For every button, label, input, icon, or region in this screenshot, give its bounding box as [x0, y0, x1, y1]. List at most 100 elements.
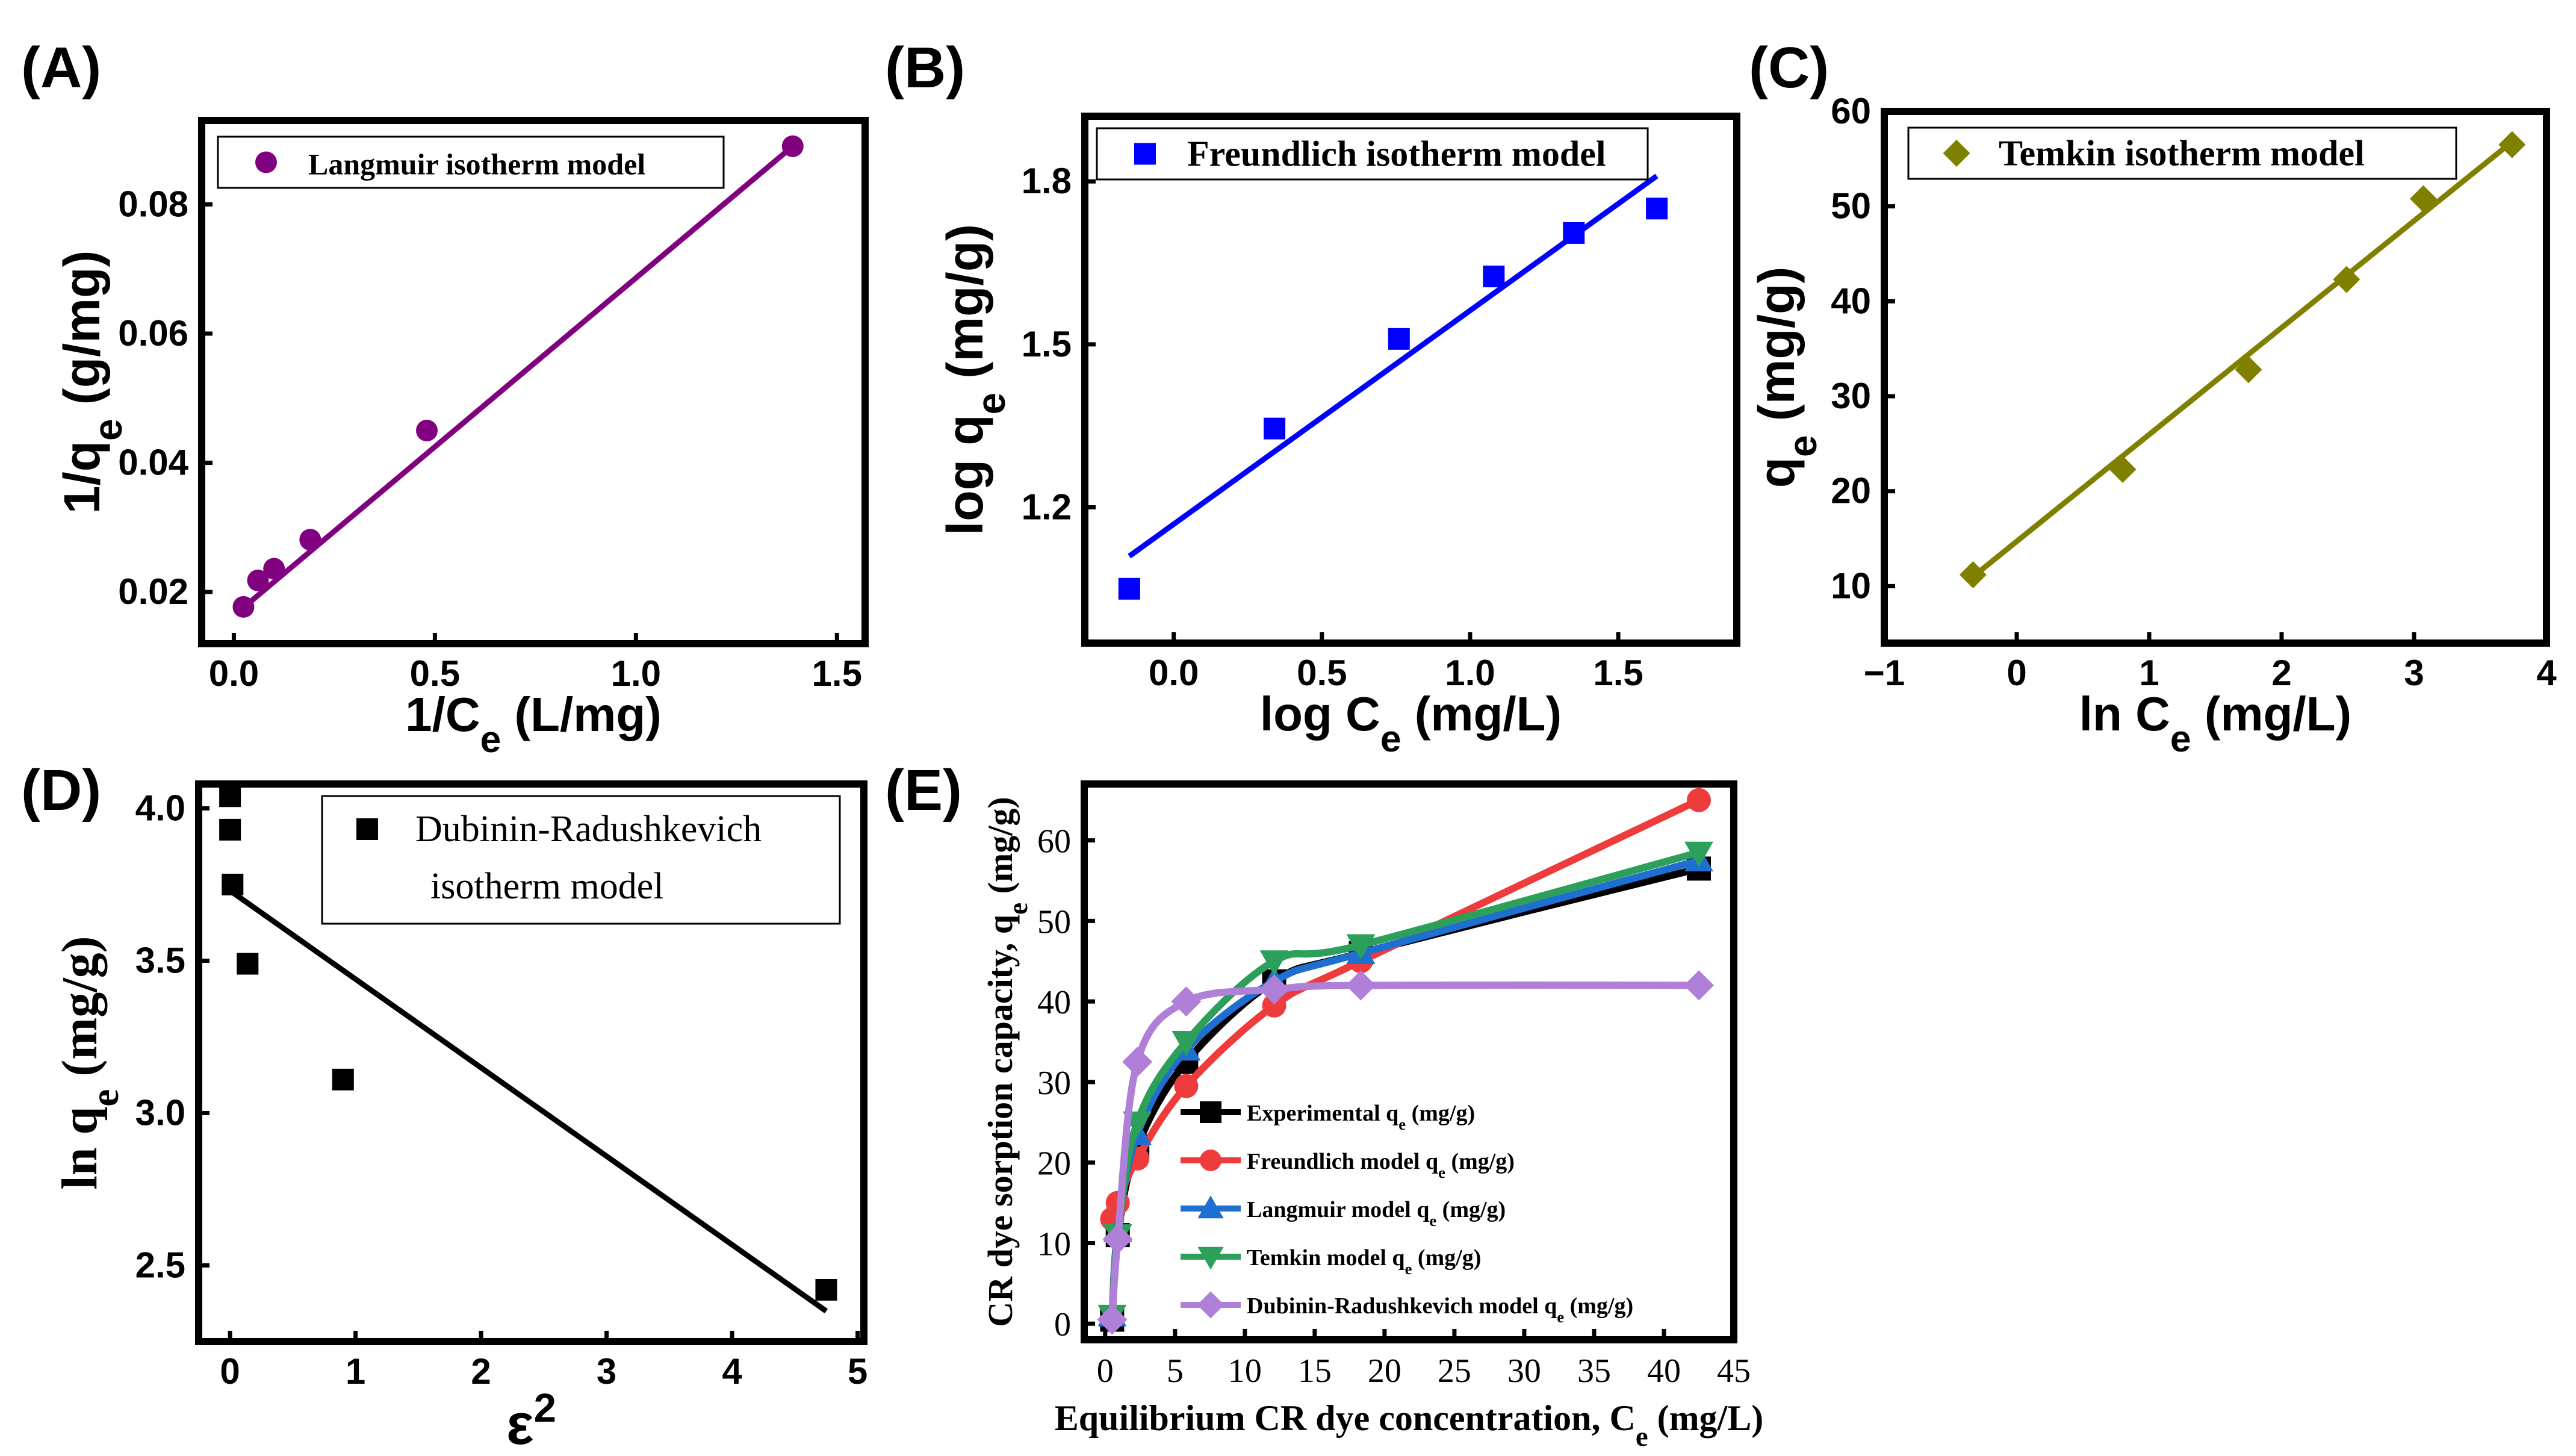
data-point-B	[1118, 577, 1140, 600]
x-tick-label-D: 2	[471, 1351, 491, 1392]
y-tick-label-E: 20	[1037, 1145, 1071, 1183]
y-tick-label-D: 3.5	[135, 940, 185, 980]
x-tick-label-B: 0.5	[1297, 653, 1347, 693]
y-tick-label-E: 50	[1037, 903, 1071, 941]
data-point-E-3	[1172, 1031, 1201, 1057]
x-tick-label-A: 1.0	[611, 653, 661, 694]
legend-label-E-0: Experimental qe (mg/g)	[1247, 1101, 1475, 1133]
data-point-C	[2109, 455, 2137, 483]
x-tick-label-D: 4	[722, 1351, 742, 1392]
data-point-B	[1483, 266, 1505, 288]
data-point-D	[219, 785, 241, 807]
data-point-A	[247, 569, 269, 591]
plot-frame-D	[195, 780, 867, 1345]
data-point-E-4	[1102, 1224, 1133, 1254]
x-tick-label-E: 25	[1438, 1352, 1471, 1390]
x-tick-label-C: 4	[2536, 653, 2557, 693]
y-tick-label-C: 30	[1831, 376, 1871, 416]
data-point-B	[1646, 198, 1668, 220]
data-point-E-4	[1683, 970, 1714, 1001]
y-tick-label-A: 0.06	[118, 313, 188, 353]
data-point-E-3	[1346, 934, 1376, 960]
x-tick-label-E: 15	[1298, 1352, 1332, 1390]
series-line-E-3	[1108, 848, 1700, 1316]
legend-label-E-3: Temkin model qe (mg/g)	[1247, 1245, 1481, 1278]
y-axis-title-D: ln qe (mg/g)	[52, 936, 127, 1189]
data-point-D	[815, 1278, 837, 1301]
y-tick-label-A: 0.08	[118, 184, 188, 224]
y-tick-label-B: 1.2	[1022, 487, 1072, 527]
x-tick-label-B: 1.5	[1593, 653, 1643, 693]
x-tick-label-E: 45	[1717, 1352, 1751, 1390]
data-point-D	[222, 873, 244, 895]
x-tick-label-E: 30	[1507, 1352, 1541, 1390]
y-tick-label-C: 10	[1831, 565, 1871, 606]
data-point-C	[2333, 266, 2360, 293]
data-point-B	[1388, 328, 1410, 350]
data-point-E-1	[1262, 993, 1286, 1018]
data-point-C	[2235, 356, 2262, 384]
y-tick-label-C: 60	[1831, 91, 1871, 131]
panel-label-B: (B)	[885, 36, 965, 100]
legend-label-B: Freundlich isotherm model	[1187, 134, 1606, 174]
data-point-A	[299, 529, 321, 551]
y-axis-title-C: qe (mg/g)	[1748, 267, 1825, 488]
legend-label-C: Temkin isotherm model	[1999, 134, 2365, 173]
data-point-E-3	[1684, 841, 1713, 867]
data-point-D	[332, 1068, 354, 1090]
y-tick-label-C: 40	[1831, 281, 1871, 321]
legend-label-E-1: Freundlich model qe (mg/g)	[1247, 1149, 1515, 1181]
x-axis-title-A: 1/Ce (L/mg)	[405, 688, 662, 761]
panel-B: (B) 0.0 0.5 1.0 1.5 1.2 1.5 1.8 log Ce (mg/L) log…	[885, 36, 1740, 760]
y-axis-title-B: log qe (mg/g)	[937, 224, 1013, 535]
x-tick-label-E: 0	[1097, 1352, 1114, 1390]
x-tick-label-B: 1.0	[1445, 653, 1495, 693]
data-point-C	[1959, 561, 1987, 588]
x-tick-label-C: 2	[2271, 653, 2291, 693]
legend-box-B	[1096, 127, 1649, 181]
series-line-E-4	[1108, 981, 1699, 1320]
data-point-A	[781, 135, 804, 157]
x-tick-label-D: 5	[848, 1351, 867, 1392]
panel-label-A: (A)	[21, 36, 101, 100]
data-point-E-4	[1097, 1304, 1128, 1335]
x-tick-label-C: 0	[2006, 653, 2026, 693]
plot-frame-A	[198, 117, 869, 647]
x-axis-title-C: ln Ce (mg/L)	[2079, 687, 2351, 760]
legend-box-C	[1907, 126, 2457, 180]
data-point-B	[1563, 222, 1585, 244]
data-point-E-1	[1174, 1074, 1199, 1098]
legend-marker-E-0	[1200, 1101, 1221, 1123]
x-tick-label-C: 1	[2139, 653, 2159, 693]
data-point-C	[2498, 131, 2526, 158]
y-tick-label-B: 1.5	[1022, 324, 1072, 364]
y-axis-title-E: CR dye sorption capacity, qe (mg/g)	[981, 797, 1033, 1327]
legend-marker-D	[356, 818, 378, 840]
x-tick-label-E: 35	[1577, 1352, 1611, 1390]
panel-label-C: (C)	[1749, 36, 1829, 100]
data-point-E-4	[1345, 970, 1376, 1001]
legend-marker-E-2	[1197, 1195, 1224, 1219]
x-axis-title-E: Equilibrium CR dye concentration, Ce (mg…	[1055, 1398, 1763, 1452]
y-tick-label-D: 4.0	[135, 788, 185, 828]
x-tick-label-C: 3	[2404, 653, 2424, 693]
x-axis-title-D: ε2	[506, 1386, 556, 1456]
x-tick-label-A: 0.0	[209, 653, 259, 694]
y-tick-label-E: 60	[1037, 823, 1071, 860]
x-axis-title-B: log Ce (mg/L)	[1260, 687, 1562, 760]
y-tick-label-A: 0.02	[118, 571, 188, 612]
legend-marker-A	[255, 151, 277, 173]
fit-line-D	[228, 888, 828, 1314]
y-tick-label-E: 0	[1054, 1306, 1071, 1343]
x-tick-label-B: 0.0	[1149, 653, 1199, 693]
legend-label-D: Dubinin-Radushkevich	[415, 809, 762, 850]
data-point-E-4	[1171, 986, 1202, 1017]
x-tick-label-A: 0.5	[410, 653, 460, 694]
legend-marker-C	[1943, 140, 1970, 167]
panel-D: (D) 0 1 2 3 4 5 2.5 3.0 3.5 4.0 ε2 ln qe (mg/g) Dubin…	[21, 758, 867, 1456]
y-tick-label-B: 1.8	[1022, 161, 1072, 201]
legend-label-E-2: Langmuir model qe (mg/g)	[1247, 1197, 1506, 1230]
y-tick-label-D: 3.0	[135, 1092, 185, 1133]
y-tick-label-D: 2.5	[135, 1245, 185, 1285]
data-point-A	[416, 419, 438, 441]
